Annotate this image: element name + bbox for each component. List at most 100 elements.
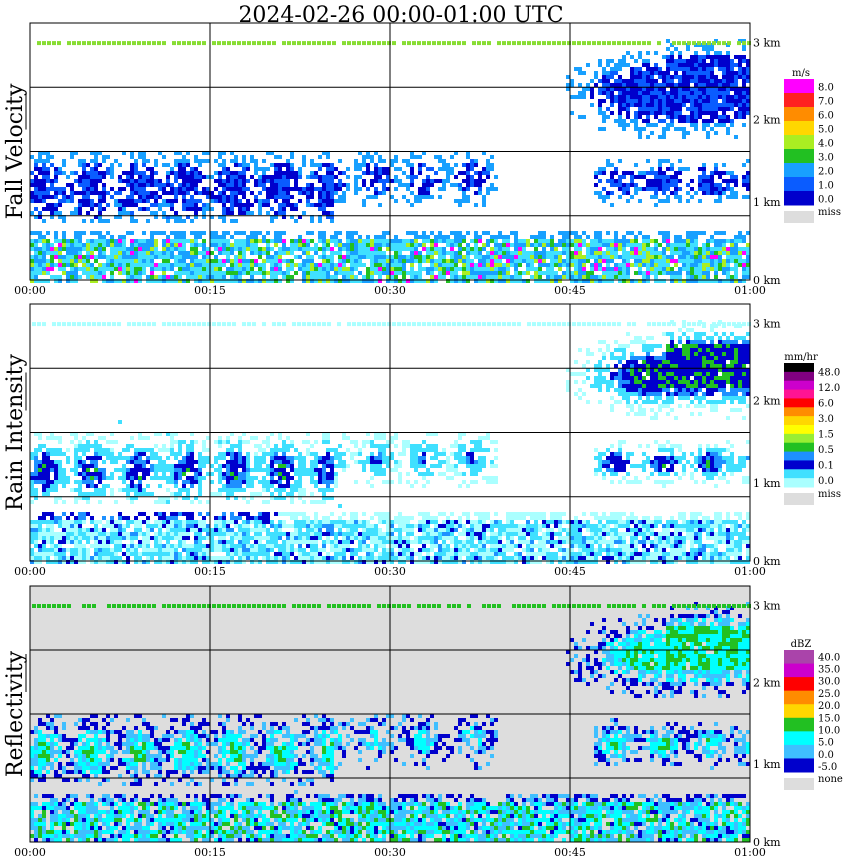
heatmap-cell: [690, 111, 694, 115]
heatmap-cell: [282, 175, 286, 179]
heatmap-cell: [42, 548, 46, 552]
heatmap-cell: [674, 171, 678, 175]
heatmap-cell: [310, 203, 314, 207]
heatmap-cell: [602, 87, 606, 91]
heatmap-cell: [238, 456, 242, 460]
heatmap-cell: [258, 211, 262, 215]
heatmap-cell: [226, 468, 230, 472]
heatmap-cell: [174, 452, 178, 456]
heatmap-cell: [158, 548, 162, 552]
heatmap-cell: [454, 243, 458, 247]
heatmap-cell: [102, 552, 106, 556]
heatmap-cell: [110, 516, 114, 520]
heatmap-cell: [414, 155, 418, 159]
heatmap-cell: [330, 199, 334, 203]
heatmap-cell: [638, 95, 642, 99]
heatmap-cell: [210, 215, 214, 219]
heatmap-cell: [206, 472, 210, 476]
heatmap-cell: [538, 243, 542, 247]
heatmap-cell: [326, 183, 330, 187]
heatmap-cell: [486, 163, 490, 167]
heatmap-cell: [298, 215, 302, 219]
heatmap-cell: [38, 239, 42, 243]
heatmap-cell: [346, 175, 350, 179]
heatmap-cell: [74, 267, 78, 271]
heatmap-cell: [234, 183, 238, 187]
heatmap-cell: [90, 556, 94, 560]
heatmap-cell: [190, 251, 194, 255]
heatmap-cell: [558, 267, 562, 271]
heatmap-cell: [42, 187, 46, 191]
heatmap-cell: [694, 95, 698, 99]
heatmap-cell: [634, 59, 638, 63]
heatmap-cell: [706, 111, 710, 115]
heatmap-cell: [682, 67, 686, 71]
heatmap-cell: [294, 239, 298, 243]
heatmap-cell: [622, 239, 626, 243]
heatmap-cell: [594, 175, 598, 179]
heatmap-cell: [126, 544, 130, 548]
heatmap-cell: [634, 163, 638, 167]
heatmap-cell: [302, 275, 306, 279]
heatmap-cell: [710, 235, 714, 239]
heatmap-cell: [674, 87, 678, 91]
heatmap-cell: [198, 243, 202, 247]
colorbar-missing-swatch: [784, 211, 814, 223]
heatmap-cell: [230, 275, 234, 279]
heatmap-cell: [154, 171, 158, 175]
heatmap-cell: [598, 263, 602, 267]
heatmap-cell: [114, 536, 118, 540]
heatmap-cell: [170, 556, 174, 560]
heatmap-cell: [450, 243, 454, 247]
heatmap-cell: [70, 187, 74, 191]
heatmap-cell: [638, 263, 642, 267]
heatmap-cell: [126, 460, 130, 464]
heatmap-cell: [390, 267, 394, 271]
band-cell: [687, 41, 691, 46]
heatmap-cell: [238, 243, 242, 247]
heatmap-cell: [478, 255, 482, 259]
heatmap-cell: [294, 207, 298, 211]
heatmap-cell: [58, 259, 62, 263]
colorbar-swatch: [784, 177, 814, 192]
heatmap-cell: [126, 231, 130, 235]
heatmap-cell: [502, 263, 506, 267]
heatmap-cell: [178, 556, 182, 560]
heatmap-cell: [622, 247, 626, 251]
heatmap-cell: [602, 79, 606, 83]
heatmap-cell: [170, 275, 174, 279]
band-cell: [252, 41, 256, 46]
heatmap-cell: [450, 275, 454, 279]
heatmap-cell: [58, 255, 62, 259]
heatmap-cell: [142, 464, 146, 468]
heatmap-cell: [282, 163, 286, 167]
heatmap-cell: [722, 267, 726, 271]
heatmap-cell: [566, 255, 570, 259]
heatmap-cell: [106, 552, 110, 556]
heatmap-cell: [450, 263, 454, 267]
heatmap-cell: [694, 271, 698, 275]
heatmap-cell: [214, 171, 218, 175]
heatmap-cell: [118, 540, 122, 544]
heatmap-cell: [38, 155, 42, 159]
heatmap-cell: [198, 279, 202, 283]
heatmap-cell: [178, 460, 182, 464]
heatmap-cell: [746, 95, 750, 99]
heatmap-cell: [174, 247, 178, 251]
heatmap-cell: [46, 251, 50, 255]
heatmap-cell: [66, 175, 70, 179]
heatmap-cell: [646, 235, 650, 239]
heatmap-cell: [86, 247, 90, 251]
band-cell: [487, 41, 491, 46]
heatmap-cell: [230, 211, 234, 215]
heatmap-cell: [166, 560, 170, 564]
heatmap-cell: [38, 267, 42, 271]
heatmap-cell: [138, 448, 142, 452]
heatmap-cell: [590, 103, 594, 107]
heatmap-cell: [438, 195, 442, 199]
heatmap-cell: [498, 247, 502, 251]
heatmap-cell: [394, 159, 398, 163]
heatmap-cell: [650, 95, 654, 99]
heatmap-cell: [194, 171, 198, 175]
colorbar-swatch: [784, 149, 814, 164]
